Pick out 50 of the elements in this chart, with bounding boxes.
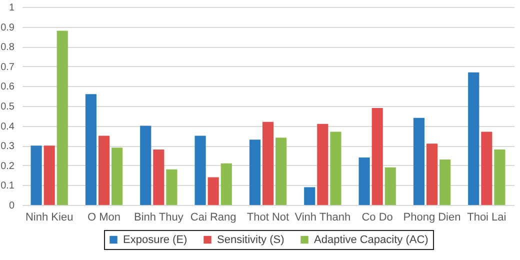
legend-label: Sensitivity (S): [217, 234, 284, 246]
bar: [85, 94, 96, 205]
bar: [330, 132, 342, 205]
bar: [112, 148, 123, 205]
bar: [426, 144, 438, 205]
y-tick-label: 0: [8, 200, 15, 212]
x-tick-label: Phong Dien: [403, 212, 461, 224]
bar: [208, 177, 219, 205]
y-tick-label: 0.8: [0, 42, 15, 54]
x-tick-label: Ninh Kieu: [25, 212, 74, 224]
legend-label: Exposure (E): [123, 234, 188, 246]
x-tick-label: O Mon: [87, 212, 121, 224]
y-tick-label: 0.4: [0, 121, 15, 132]
y-tick-label: 0.1: [0, 180, 15, 192]
y-tick-label: 0.2: [0, 160, 15, 172]
bar: [220, 163, 232, 205]
bar: [481, 132, 492, 205]
bar: [384, 167, 396, 205]
bar: [358, 157, 370, 205]
bar: [30, 146, 42, 205]
bar: [98, 136, 110, 205]
x-tick-label: Co Do: [362, 212, 393, 224]
x-tick-label: Binh Thuy: [134, 212, 184, 224]
bar: [440, 159, 451, 205]
bar: [194, 136, 206, 205]
bar: [44, 146, 55, 205]
bar: [372, 108, 383, 205]
bar: [166, 169, 178, 205]
y-tick-label: 0.5: [0, 102, 15, 112]
y-tick-label: 1: [8, 2, 15, 14]
y-tick-label: 0.9: [0, 22, 15, 34]
x-tick-label: Vinh Thanh: [294, 212, 351, 224]
bar: [494, 150, 506, 205]
x-tick-label: Cai Rang: [190, 212, 236, 224]
bar: [153, 150, 164, 205]
bar: [262, 122, 274, 205]
bar: [56, 30, 68, 205]
bar: [413, 118, 424, 205]
bar: [468, 72, 480, 205]
bar: [304, 187, 316, 205]
legend-label: Adaptive Capacity (AC): [314, 234, 428, 246]
bar: [317, 124, 328, 205]
bar: [276, 138, 287, 205]
bar: [140, 126, 152, 205]
y-tick-label: 0.6: [0, 82, 15, 93]
y-tick-label: 0.7: [0, 62, 15, 73]
x-tick-label: Thot Not: [246, 212, 290, 224]
y-tick-label: 0.3: [0, 141, 15, 152]
bar: [249, 140, 260, 205]
x-tick-label: Thoi Lai: [467, 212, 506, 224]
